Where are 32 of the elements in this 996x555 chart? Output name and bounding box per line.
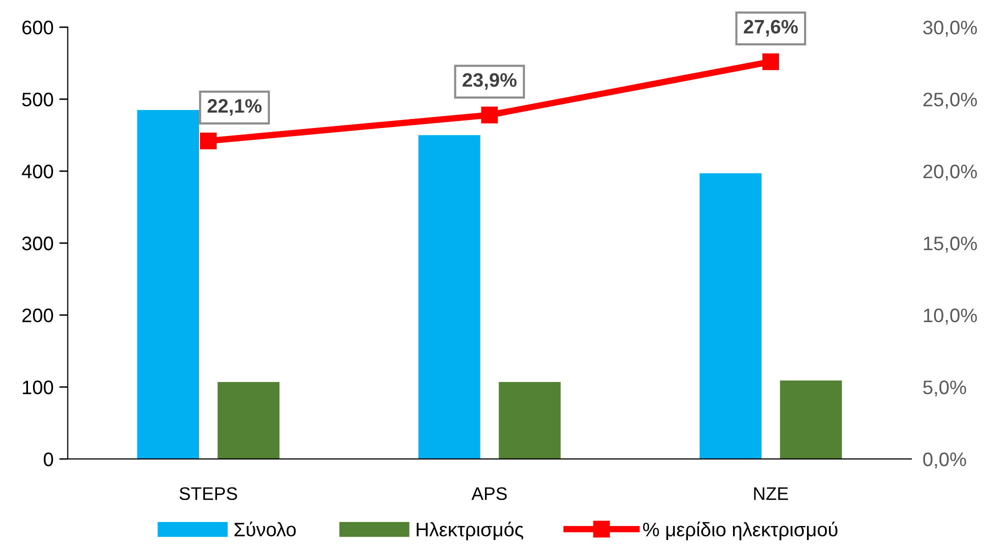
- y2-tick-label: 10,0%: [924, 308, 977, 325]
- y2-tick-label: 0,0%: [923, 452, 966, 469]
- point: [762, 53, 780, 70]
- bar: [137, 110, 200, 459]
- point: [481, 106, 498, 124]
- bar: [418, 135, 480, 459]
- legend-label: Σύνολο: [234, 522, 296, 536]
- legend-label: Ηλεκτρισμός: [416, 522, 524, 540]
- y-tick-label: 300: [22, 236, 54, 250]
- bar: [780, 380, 842, 459]
- y-tick-label: 0: [44, 452, 54, 466]
- y2-tick-label: 20,0%: [923, 164, 977, 181]
- x-tick-label: NZE: [754, 487, 788, 500]
- y2-tick-label: 25,0%: [923, 92, 977, 109]
- data-label: 22,1%: [208, 99, 262, 116]
- data-label: 23,9%: [462, 73, 517, 90]
- y-tick-label: 600: [22, 20, 54, 34]
- y2-tick-label: 5,0%: [923, 380, 966, 397]
- legend-label: % μερίδιο ηλεκτρισμού: [643, 522, 838, 540]
- y-tick-label: 500: [22, 92, 54, 106]
- bar: [700, 173, 762, 459]
- bar: [498, 382, 561, 459]
- y-tick-label: 200: [22, 308, 54, 322]
- point: [200, 132, 217, 150]
- y-tick-label: 100: [22, 380, 54, 394]
- y-tick-label: 400: [22, 164, 54, 178]
- x-tick-label: APS: [472, 487, 507, 500]
- y2-tick-label: 15,0%: [924, 236, 977, 253]
- data-label: 27,6%: [744, 20, 798, 36]
- bar: [218, 382, 280, 459]
- y2-tick-label: 30,0%: [923, 20, 977, 37]
- x-tick-label: STEPS: [180, 487, 238, 500]
